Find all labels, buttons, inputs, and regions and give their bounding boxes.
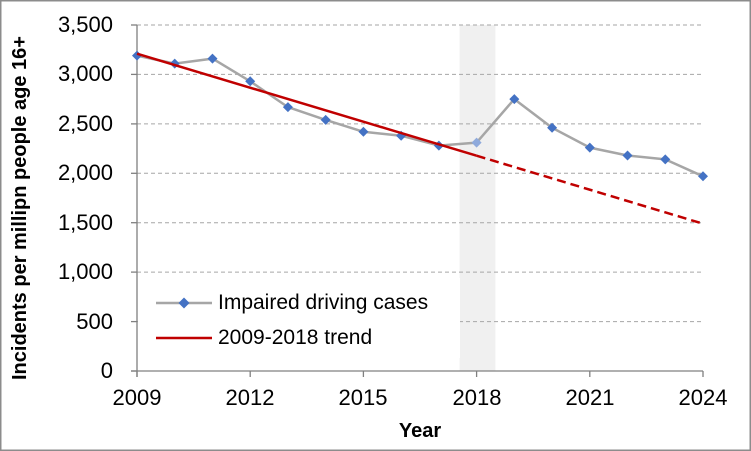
data-point-marker-2009	[132, 50, 142, 61]
data-point-marker-2022	[622, 150, 633, 161]
y-tick-label: 2,500	[57, 111, 113, 136]
legend-label-impaired-driving: Impaired driving cases	[218, 291, 429, 314]
y-tick-label: 500	[76, 309, 113, 334]
x-tick-label: 2015	[338, 385, 388, 410]
line-with-diamond-marker-icon	[156, 297, 212, 309]
x-tick-label: 2024	[678, 385, 728, 410]
data-point-marker-2018	[471, 137, 482, 148]
x-tick-label: 2012	[225, 385, 275, 410]
data-point-marker-2024	[698, 171, 708, 182]
y-tick-label: 1,000	[57, 259, 113, 284]
data-point-marker-2023	[660, 154, 671, 165]
trend-line-solid	[136, 52, 477, 157]
x-axis-title: Year	[398, 420, 442, 442]
data-point-marker-2011	[207, 53, 218, 64]
data-point-marker-2013	[282, 102, 293, 113]
data-point-marker-2014	[320, 114, 331, 125]
x-tick-label: 2021	[565, 385, 615, 410]
x-tick-label: 2018	[452, 385, 502, 410]
data-point-marker-2021	[584, 142, 595, 153]
data-point-marker-2015	[358, 126, 369, 137]
y-tick-label: 3,500	[57, 12, 113, 37]
legend-item-trend: 2009-2018 trend	[138, 324, 460, 352]
y-axis-title: Incidents per millipn people age 16+	[9, 36, 31, 380]
data-point-marker-2012	[245, 76, 256, 87]
x-tick-label: 2009	[112, 385, 162, 410]
data-point-marker-2020	[547, 122, 558, 133]
impaired-driving-line	[136, 54, 704, 178]
y-tick-label: 3,000	[57, 61, 113, 86]
y-tick-label: 1,500	[57, 210, 113, 235]
legend: Impaired driving cases 2009-2018 trend	[138, 278, 460, 358]
y-tick-label: 0	[100, 358, 113, 383]
trend-line-dashed	[476, 154, 704, 225]
legend-item-impaired-driving: Impaired driving cases	[138, 289, 460, 317]
data-point-marker-2019	[509, 94, 520, 105]
highlight-band-2018	[459, 25, 496, 371]
legend-label-trend: 2009-2018 trend	[218, 326, 373, 349]
y-tick-label: 2,000	[57, 160, 113, 185]
trend-line-icon	[156, 336, 212, 340]
